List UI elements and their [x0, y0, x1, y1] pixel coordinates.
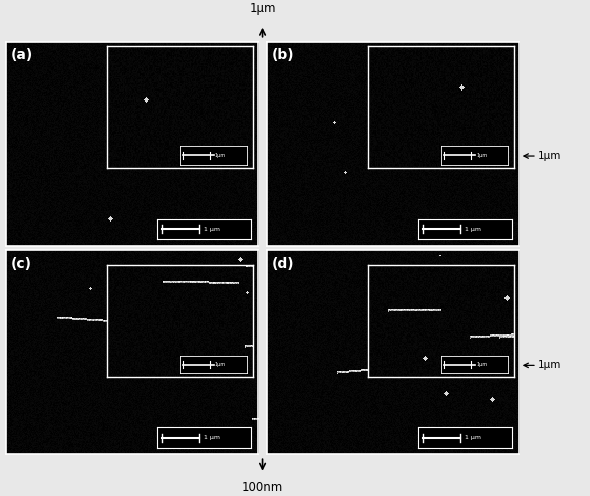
Text: (b): (b) — [272, 48, 294, 62]
Text: 1μm: 1μm — [538, 361, 562, 371]
Text: (a): (a) — [11, 48, 33, 62]
Text: 1μm: 1μm — [538, 151, 562, 161]
Text: (c): (c) — [11, 256, 32, 271]
Text: 1μm: 1μm — [250, 2, 276, 15]
Text: (d): (d) — [272, 256, 294, 271]
Text: 100nm: 100nm — [242, 481, 283, 494]
